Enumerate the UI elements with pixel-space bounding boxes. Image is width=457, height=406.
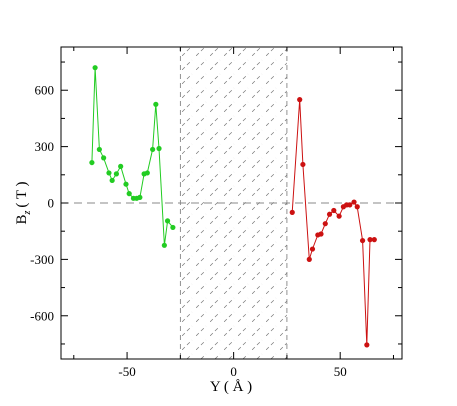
- y-tick-label: -600: [30, 308, 54, 323]
- series-0-point: [113, 171, 120, 177]
- y-tick-label: 0: [48, 196, 55, 211]
- series-1-point: [306, 256, 312, 262]
- series-0-point: [118, 163, 124, 169]
- series-1-point: [351, 199, 357, 205]
- series-0-point: [156, 145, 162, 152]
- axes: -50 0 50 600 300 0 -300 -600: [30, 47, 402, 379]
- series-1-point: [336, 213, 342, 219]
- series-0-point: [96, 146, 102, 153]
- series-0-point: [101, 155, 107, 161]
- series-1-point: [322, 221, 328, 227]
- series-1-point: [354, 204, 360, 210]
- series-0-point: [123, 181, 129, 187]
- series-1-point: [326, 211, 333, 217]
- series-0-point: [153, 101, 159, 107]
- series-0-point: [137, 194, 143, 200]
- series-1-point: [318, 231, 324, 237]
- series-1-point: [331, 207, 337, 214]
- series-0-point: [109, 177, 115, 184]
- series-0-point: [170, 224, 176, 231]
- series-0-point: [161, 242, 167, 248]
- series-1-point: [300, 161, 306, 168]
- y-tick-label: -300: [30, 252, 54, 267]
- series-1-point: [371, 237, 377, 243]
- series-0-point: [144, 170, 150, 176]
- y-axis-label: Bz ( T ): [14, 181, 33, 224]
- y-tick-label: 300: [35, 139, 55, 154]
- y-axis-label-main: B: [14, 215, 30, 225]
- series-1-line: [291, 99, 375, 345]
- series-0-point: [126, 191, 132, 197]
- series-1-point: [309, 246, 316, 252]
- series-group: [89, 65, 377, 348]
- series-0-point: [92, 65, 98, 71]
- series-1-point: [364, 342, 370, 348]
- series-1-point: [289, 209, 295, 215]
- y-axis-label-sub: z: [22, 211, 33, 216]
- series-0-point: [89, 159, 95, 166]
- y-axis-label-unit: ( T ): [14, 181, 30, 207]
- y-tick-label: 600: [35, 83, 55, 98]
- series-1-point: [347, 202, 353, 208]
- x-tick-label: -50: [118, 364, 135, 379]
- x-tick-label: 0: [230, 364, 237, 379]
- series-1-point: [297, 97, 303, 103]
- x-tick-label: 50: [334, 364, 347, 379]
- series-0-point: [150, 146, 156, 153]
- x-axis-label: Y ( Å ): [210, 379, 252, 395]
- series-0-point: [106, 170, 112, 176]
- series-1-point: [359, 237, 366, 244]
- series-1-point: [367, 237, 373, 243]
- series-0-point: [164, 218, 171, 224]
